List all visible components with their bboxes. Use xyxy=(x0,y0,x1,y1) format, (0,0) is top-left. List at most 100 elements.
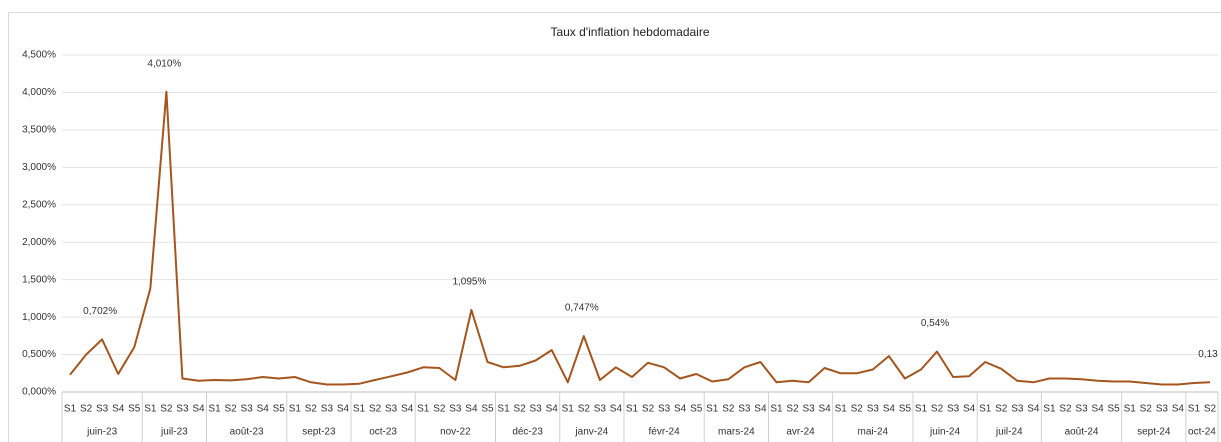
x-tick-label: S4 xyxy=(1091,404,1104,415)
data-label: 1,095% xyxy=(452,277,486,288)
x-tick-label: S3 xyxy=(321,404,334,415)
x-tick-label: S2 xyxy=(1059,404,1072,415)
data-label: 0,13 xyxy=(1198,349,1218,360)
x-tick-label: S1 xyxy=(417,404,430,415)
x-tick-label: S5 xyxy=(273,404,286,415)
y-tick-label: 4,000% xyxy=(22,87,56,98)
x-tick-label: S5 xyxy=(899,404,912,415)
x-tick-label: S2 xyxy=(160,404,173,415)
x-tick-label: S2 xyxy=(642,404,655,415)
x-tick-label: S3 xyxy=(530,404,543,415)
x-tick-label: S2 xyxy=(305,404,318,415)
x-tick-label: S1 xyxy=(289,404,302,415)
x-tick-label: S4 xyxy=(610,404,623,415)
y-tick-label: 0,500% xyxy=(22,349,56,360)
y-tick-label: 2,000% xyxy=(22,237,56,248)
y-tick-label: 4,500% xyxy=(22,50,56,61)
x-tick-label: S1 xyxy=(144,404,157,415)
x-tick-label: S4 xyxy=(754,404,767,415)
x-tick-label: S5 xyxy=(690,404,703,415)
group-label: août-23 xyxy=(230,427,264,438)
group-label: oct-23 xyxy=(369,427,397,438)
data-label: 0,747% xyxy=(565,303,599,314)
x-tick-label: S5 xyxy=(128,404,141,415)
x-tick-label: S4 xyxy=(401,404,414,415)
x-tick-label: S3 xyxy=(802,404,815,415)
x-tick-label: S1 xyxy=(353,404,366,415)
y-tick-label: 3,000% xyxy=(22,162,56,173)
x-tick-label: S1 xyxy=(1043,404,1056,415)
x-tick-label: S3 xyxy=(449,404,462,415)
data-label: 4,010% xyxy=(147,58,181,69)
x-tick-label: S3 xyxy=(947,404,960,415)
x-tick-label: S4 xyxy=(112,404,125,415)
x-tick-label: S3 xyxy=(738,404,751,415)
group-label: janv-24 xyxy=(574,427,608,438)
x-tick-label: S2 xyxy=(931,404,944,415)
chart-title: Taux d'inflation hebdomadaire xyxy=(550,25,709,39)
x-tick-label: S2 xyxy=(433,404,446,415)
x-tick-label: S2 xyxy=(224,404,237,415)
group-label: sept-23 xyxy=(302,427,336,438)
x-tick-label: S3 xyxy=(241,404,254,415)
x-tick-label: S2 xyxy=(722,404,735,415)
x-tick-label: S2 xyxy=(786,404,799,415)
x-tick-label: S1 xyxy=(64,404,77,415)
x-tick-label: S4 xyxy=(465,404,478,415)
x-tick-label: S3 xyxy=(176,404,189,415)
group-label: août-24 xyxy=(1065,427,1099,438)
group-label: nov-22 xyxy=(440,427,471,438)
data-label: 0,702% xyxy=(83,306,117,317)
x-tick-label: S1 xyxy=(1188,404,1201,415)
x-tick-label: S1 xyxy=(915,404,928,415)
x-tick-label: S3 xyxy=(1075,404,1088,415)
x-tick-label: S2 xyxy=(851,404,864,415)
x-tick-label: S5 xyxy=(481,404,494,415)
x-tick-label: S1 xyxy=(1124,404,1137,415)
x-tick-label: S2 xyxy=(1204,404,1217,415)
x-tick-label: S3 xyxy=(96,404,109,415)
x-tick-label: S2 xyxy=(80,404,93,415)
x-tick-label: S1 xyxy=(979,404,992,415)
x-tick-label: S2 xyxy=(369,404,382,415)
group-label: juin-23 xyxy=(86,427,117,438)
group-label: mai-24 xyxy=(858,427,889,438)
group-label: sept-24 xyxy=(1137,427,1171,438)
x-tick-label: S2 xyxy=(513,404,526,415)
y-tick-label: 2,500% xyxy=(22,199,56,210)
x-tick-label: S5 xyxy=(1108,404,1121,415)
group-label: avr-24 xyxy=(786,427,815,438)
x-tick-label: S2 xyxy=(578,404,591,415)
x-tick-label: S1 xyxy=(706,404,719,415)
x-tick-label: S1 xyxy=(208,404,221,415)
line-series xyxy=(69,90,1211,386)
data-label: 0,54% xyxy=(921,318,949,329)
x-tick-label: S1 xyxy=(626,404,639,415)
y-tick-label: 0,000% xyxy=(22,387,56,398)
x-tick-label: S2 xyxy=(995,404,1008,415)
x-tick-label: S3 xyxy=(385,404,398,415)
x-tick-label: S4 xyxy=(192,404,205,415)
group-label: juil-24 xyxy=(995,427,1023,438)
x-tick-label: S4 xyxy=(546,404,559,415)
x-tick-label: S4 xyxy=(819,404,832,415)
y-tick-label: 1,000% xyxy=(22,312,56,323)
x-tick-label: S4 xyxy=(674,404,687,415)
x-tick-label: S4 xyxy=(337,404,350,415)
x-tick-label: S4 xyxy=(257,404,270,415)
x-tick-label: S4 xyxy=(883,404,896,415)
x-tick-label: S3 xyxy=(867,404,880,415)
x-tick-label: S1 xyxy=(562,404,575,415)
y-tick-label: 1,500% xyxy=(22,274,56,285)
x-tick-label: S4 xyxy=(963,404,976,415)
x-tick-label: S4 xyxy=(1172,404,1185,415)
x-tick-label: S4 xyxy=(1027,404,1040,415)
group-label: juin-24 xyxy=(929,427,960,438)
x-tick-label: S2 xyxy=(1140,404,1153,415)
x-tick-label: S1 xyxy=(770,404,783,415)
x-tick-label: S3 xyxy=(1011,404,1024,415)
y-tick-label: 3,500% xyxy=(22,125,56,136)
group-label: juil-23 xyxy=(160,427,188,438)
group-label: mars-24 xyxy=(718,427,755,438)
